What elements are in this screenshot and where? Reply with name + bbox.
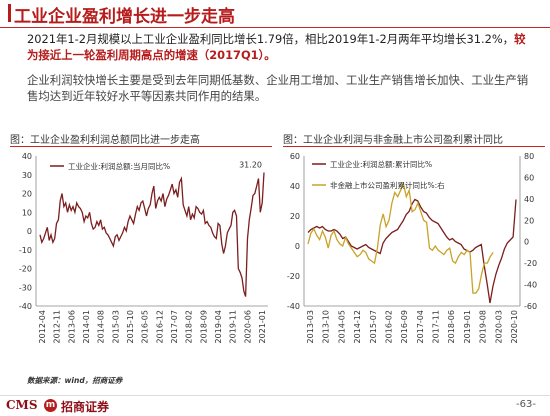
- left-y-tick-label: -40: [19, 302, 32, 311]
- right-chart-title: 图：工业企业利润与非金融上市公司盈利累计同比: [283, 135, 503, 146]
- left-x-tick-label: 2014-01: [82, 310, 91, 343]
- left-x-tick-label: 2014-08: [97, 310, 106, 343]
- right-left-y-tick-label: 40: [290, 182, 300, 191]
- left-legend-label: 工业企业:利润总额:当月同比%: [68, 161, 170, 171]
- right-right-y-tick-label: 20: [524, 216, 534, 225]
- right-x-tick-label: 2019-01: [463, 310, 472, 343]
- left-x-tick-label: 2016-05: [141, 310, 150, 343]
- page-title: 工业企业盈利增长进一步走高: [14, 7, 235, 27]
- left-x-tick-label: 2020-06: [243, 310, 252, 343]
- right-series-listed-line: [307, 181, 494, 294]
- explanation-paragraph: 企业利润较快增长主要是受到去年同期低基数、企业用工增加、工业生产销售增长加快、工…: [27, 73, 529, 103]
- right-x-tick-label: 2016-09: [400, 310, 409, 343]
- left-chart: -40 -30 -20 -10 0 10 20 30 40 2012-04 2012-11 2013-…: [19, 152, 268, 343]
- left-series-profit-line: [39, 172, 265, 297]
- logo-cms-text: CMS: [6, 398, 38, 412]
- left-x-tick-label: 2016-12: [155, 310, 164, 343]
- left-last-value-label: 31.20: [239, 161, 262, 170]
- left-x-tick-label: 2018-09: [199, 310, 208, 343]
- logo-cn-text: 招商证券: [61, 400, 110, 414]
- left-chart-axes: -40 -30 -20 -10 0 10 20 30 40 2012-04 2012-11 2013-…: [19, 152, 268, 343]
- left-y-tick-label: 0: [27, 227, 32, 236]
- right-x-tick-label: 2013-03: [306, 310, 315, 343]
- right-right-y-tick-label: -20: [524, 259, 537, 268]
- logo-mark-icon: m: [44, 399, 57, 412]
- right-x-tick-label: 2015-07: [369, 310, 378, 343]
- right-x-tick-label: 2019-08: [479, 310, 488, 343]
- right-x-tick-label: 2020-10: [510, 310, 519, 343]
- summary-plain-text: 2021年1-2月规模以上工业企业盈利同比增长1.79倍，相比2019年1-2月…: [27, 32, 515, 46]
- right-right-y-tick-label: -60: [524, 302, 537, 311]
- right-legend-label-profit: 工业企业:利润总额:累计同比%: [330, 159, 432, 169]
- right-right-y-tick-label: 80: [524, 152, 534, 161]
- left-x-tick-label: 2019-04: [214, 310, 223, 343]
- right-legend-label-listed: 非金融上市公司盈利累计同比%:右: [330, 180, 445, 190]
- left-x-tick-label: 2012-11: [53, 310, 62, 343]
- right-chart-series: [307, 181, 517, 304]
- right-left-y-tick-label: 20: [290, 212, 300, 221]
- left-x-tick-label: 2017-07: [170, 310, 179, 343]
- right-x-tick-label: 2017-04: [416, 310, 425, 343]
- right-x-tick-label: 2018-06: [447, 310, 456, 343]
- left-x-tick-label: 2015-03: [111, 310, 120, 343]
- summary-paragraph: 2021年1-2月规模以上工业企业盈利同比增长1.79倍，相比2019年1-2月…: [27, 31, 527, 63]
- left-x-tick-label: 2018-02: [185, 310, 194, 343]
- right-left-y-tick-label: -20: [287, 272, 300, 281]
- right-right-y-tick-label: -40: [524, 281, 537, 290]
- left-y-tick-label: 10: [22, 208, 32, 217]
- right-series-profit-line: [307, 198, 517, 304]
- right-x-tick-label: 2020-03: [494, 310, 503, 343]
- footer-divider: [0, 395, 550, 396]
- left-y-tick-label: -10: [19, 246, 32, 255]
- right-chart-axes: -40 -20 0 20 40 60 -60 -40 -20 0 20 40 60 80 2013-03 20…: [287, 152, 537, 343]
- right-right-y-tick-label: 60: [524, 173, 534, 182]
- right-x-tick-label: 2016-02: [384, 310, 393, 343]
- right-chart-title-underline: [283, 146, 545, 147]
- left-y-tick-label: 40: [22, 152, 32, 161]
- left-x-tick-label: 2019-11: [229, 310, 238, 343]
- left-x-tick-label: 2021-01: [258, 310, 267, 343]
- right-right-y-tick-label: 40: [524, 195, 534, 204]
- left-x-tick-label: 2015-10: [126, 310, 135, 343]
- left-y-tick-label: -20: [19, 265, 32, 274]
- left-chart-legend: 工业企业:利润总额:当月同比%: [50, 161, 170, 171]
- right-x-tick-label: 2014-05: [337, 310, 346, 343]
- right-x-tick-label: 2014-12: [353, 310, 362, 343]
- title-accent-mark: [8, 4, 11, 22]
- right-x-tick-label: 2017-11: [432, 310, 441, 343]
- data-source-note: 数据来源：wind，招商证券: [27, 376, 123, 385]
- right-x-tick-label: 2013-10: [322, 310, 331, 343]
- left-y-tick-label: 30: [22, 171, 32, 180]
- right-right-y-tick-label: 0: [524, 238, 529, 247]
- page-number: -63-: [516, 399, 536, 410]
- left-y-tick-label: 20: [22, 190, 32, 199]
- title-bar: 工业企业盈利增长进一步走高: [0, 0, 550, 27]
- left-x-tick-label: 2013-06: [67, 310, 76, 343]
- left-chart-series: 31.20: [39, 161, 265, 297]
- summary-bold-text: 较为接近上一轮盈利周期高点的增速（2017Q1）。: [27, 32, 526, 62]
- left-chart-title-underline: [10, 146, 272, 147]
- left-y-tick-label: -30: [19, 283, 32, 292]
- right-chart-legend: 工业企业:利润总额:累计同比% 非金融上市公司盈利累计同比%:右: [312, 159, 445, 190]
- right-left-y-tick-label: -40: [287, 302, 300, 311]
- right-left-y-tick-label: 60: [290, 152, 300, 161]
- left-chart-title: 图：工业企业盈利利润总额同比进一步走高: [10, 135, 200, 146]
- right-chart: -40 -20 0 20 40 60 -60 -40 -20 0 20 40 60 80 2013-03 20…: [287, 152, 537, 343]
- left-x-tick-label: 2012-04: [38, 310, 47, 343]
- right-left-y-tick-label: 0: [295, 242, 300, 251]
- title-underline: [0, 27, 550, 28]
